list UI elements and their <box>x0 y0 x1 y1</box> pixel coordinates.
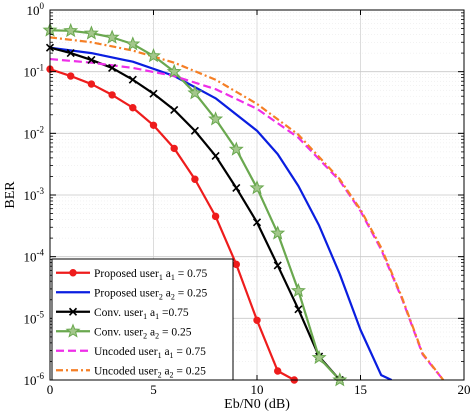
legend-label-4: Conv. user2 a2 = 0.25 <box>94 326 192 340</box>
series-3-point <box>273 261 282 270</box>
legend-label-6: Uncoded user2 a2 = 0.25 <box>94 365 206 379</box>
series-3-point <box>170 105 179 114</box>
marker-stroke <box>108 63 117 72</box>
marker-stroke <box>128 75 137 84</box>
y-axis-label: BER <box>3 181 18 209</box>
legend-marker-4 <box>65 323 81 338</box>
legend-label-2: Proposed user2 a2 = 0.25 <box>94 287 207 301</box>
series-4-point <box>63 22 79 38</box>
series-1-point <box>170 144 178 153</box>
series-3-point <box>128 75 137 84</box>
y-tick-label: 10-2 <box>24 124 45 141</box>
x-tick-label: 20 <box>458 382 471 397</box>
series-line-6 <box>50 36 445 380</box>
y-tick-label: 10-4 <box>24 248 45 265</box>
series-1-point <box>87 80 96 88</box>
x-tick-label: 5 <box>150 382 157 397</box>
series-1-point <box>67 72 75 80</box>
legend-label-3: Conv. user1 a1 =0.75 <box>94 307 189 321</box>
y-tick-label: 10-3 <box>24 186 45 203</box>
series-1-point <box>108 91 116 99</box>
legend: Proposed user1 a1 = 0.75 Proposed user2 a… <box>51 258 234 381</box>
markers-layer <box>42 22 348 387</box>
series-1-point <box>253 316 261 324</box>
marker-stroke <box>211 151 220 161</box>
legend-label-1: Proposed user1 a1 = 0.75 <box>94 268 207 282</box>
series-4-point <box>290 282 306 298</box>
marker-stroke <box>170 105 179 114</box>
axis-ticks: 0 5 10 15 20 100 10-1 10-2 10-3 10-4 10-5 10-6 <box>24 1 471 397</box>
x-tick-label: 10 <box>251 382 264 397</box>
marker-stroke <box>87 55 96 64</box>
marker-stroke <box>273 261 282 270</box>
series-4-point <box>83 25 99 40</box>
series-4-point <box>332 372 348 387</box>
legend-marker-3 <box>68 307 78 316</box>
series-4-point <box>311 349 327 365</box>
marker-stroke <box>252 218 262 227</box>
y-tick-label: 10-6 <box>24 371 45 388</box>
series-3-point <box>232 183 241 193</box>
series-4-point <box>104 29 120 44</box>
series-4-point <box>208 111 224 126</box>
series-4-point <box>166 63 182 79</box>
x-tick-label: 15 <box>354 382 367 397</box>
legend-label-5: Uncoded user1 a1 = 0.75 <box>94 346 206 360</box>
series-1-point <box>149 121 158 129</box>
marker-stroke <box>190 126 199 135</box>
series-3-point <box>211 151 220 161</box>
series-1-point <box>191 175 199 183</box>
series-3-point <box>294 305 303 314</box>
legend-box <box>51 258 234 381</box>
series-3-point <box>87 55 96 64</box>
marker-stroke <box>232 183 241 193</box>
marker-stroke <box>149 89 158 98</box>
series-1-point <box>211 212 220 221</box>
legend-marker-1 <box>69 269 77 277</box>
series-4-point <box>270 225 286 240</box>
marker-stroke <box>294 305 303 314</box>
x-axis-label: Eb/N0 (dB) <box>224 397 290 412</box>
marker-stroke <box>68 307 78 316</box>
series-4-point <box>125 36 141 51</box>
x-tick-label: 0 <box>47 382 54 397</box>
series-3-point <box>190 126 199 135</box>
series-3-point <box>149 89 158 98</box>
series-4-point <box>146 48 161 63</box>
marker-stroke <box>66 49 75 58</box>
series-1-point <box>129 104 137 112</box>
series-4-point <box>249 180 265 195</box>
y-tick-label: 10-1 <box>24 63 45 80</box>
series-4-point <box>228 141 244 156</box>
series-4-point <box>187 85 203 100</box>
series-3-point <box>108 63 117 72</box>
y-tick-label: 100 <box>27 1 45 18</box>
y-tick-label: 10-5 <box>24 309 45 326</box>
series-1-point <box>232 260 241 269</box>
series-line-2 <box>50 46 393 380</box>
series-3-point <box>66 49 75 58</box>
series-3-point <box>252 218 262 227</box>
series-1-point <box>274 367 282 375</box>
